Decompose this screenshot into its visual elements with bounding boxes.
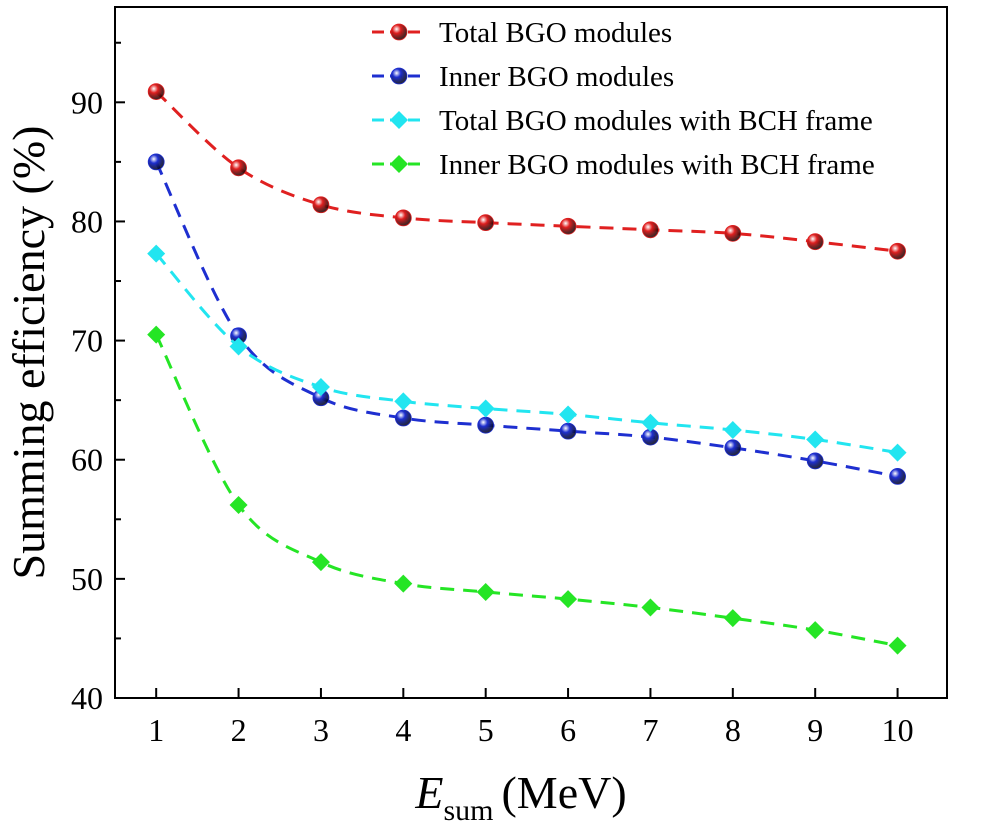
- x-axis-title-subscript: sum: [443, 794, 493, 827]
- series-line: [155, 90, 898, 253]
- y-tick-label: 50: [71, 561, 103, 597]
- x-tick-label: 7: [642, 712, 658, 748]
- data-point: [559, 405, 578, 424]
- x-axis-title: Esum (MeV): [414, 767, 626, 827]
- x-tick-label: 1: [148, 712, 164, 748]
- series-4: [147, 325, 907, 655]
- data-point: [312, 196, 330, 214]
- x-axis-title-unit: (MeV): [501, 767, 626, 818]
- data-point: [229, 495, 248, 514]
- y-tick-label: 60: [71, 442, 103, 478]
- axis-ticks: 1 2 3 4 5 6 7 8 9 10 40 50 60 70 80 90: [71, 41, 914, 748]
- data-point: [477, 416, 495, 434]
- legend-entry-3: Total BGO modules with BCH frame: [372, 105, 873, 137]
- x-tick-label: 3: [313, 712, 329, 748]
- data-point: [806, 233, 824, 251]
- x-tick-label: 6: [560, 712, 576, 748]
- y-tick-label: 90: [71, 84, 103, 120]
- series-3: [147, 244, 907, 462]
- data-point: [806, 621, 825, 640]
- data-point: [641, 598, 660, 617]
- data-point: [394, 409, 412, 427]
- data-point: [476, 582, 495, 601]
- data-point: [724, 439, 742, 457]
- x-tick-label: 9: [807, 712, 823, 748]
- data-point: [559, 422, 577, 440]
- legend-label: Total BGO modules with BCH frame: [439, 105, 873, 137]
- data-point: [806, 452, 824, 470]
- x-tick-label: 4: [395, 712, 411, 748]
- data-point: [394, 392, 413, 411]
- y-tick-label: 40: [71, 680, 103, 716]
- data-point: [642, 221, 659, 239]
- plot-frame: [114, 6, 948, 699]
- data-point: [559, 590, 578, 609]
- legend-marker: [390, 67, 408, 85]
- legend-label: Total BGO modules: [439, 17, 672, 49]
- legend-label: Inner BGO modules with BCH frame: [439, 149, 875, 181]
- y-tick-label: 70: [71, 323, 103, 359]
- data-point: [641, 413, 660, 432]
- legend-entry-1: Total BGO modules: [372, 17, 672, 49]
- x-tick-label: 2: [231, 712, 247, 748]
- data-point: [147, 244, 166, 263]
- data-point: [477, 214, 495, 232]
- data-point: [230, 159, 247, 177]
- data-point: [229, 337, 248, 356]
- x-axis-title-symbol: E: [414, 767, 443, 818]
- data-point: [888, 636, 907, 655]
- legend-entry-2: Inner BGO modules: [372, 61, 674, 93]
- x-tick-label: 8: [725, 712, 741, 748]
- series-line: [154, 333, 898, 648]
- legend-marker: [390, 23, 408, 41]
- legend-marker: [390, 155, 408, 173]
- series-1: [147, 83, 906, 260]
- x-tick-label: 5: [478, 712, 494, 748]
- data-point: [888, 443, 907, 462]
- data-point: [394, 574, 413, 593]
- data-point: [723, 420, 742, 439]
- series-layer: [147, 83, 907, 655]
- x-tick-label: 10: [882, 712, 914, 748]
- data-point: [394, 209, 412, 227]
- data-point: [724, 224, 742, 242]
- data-point: [147, 153, 165, 171]
- data-point: [311, 553, 330, 572]
- data-point: [476, 399, 495, 418]
- series-line: [154, 161, 898, 478]
- data-point: [806, 430, 825, 449]
- data-point: [723, 609, 742, 628]
- legend-marker: [390, 111, 408, 129]
- data-point: [147, 325, 166, 344]
- y-tick-label: 80: [71, 203, 103, 239]
- legend: Total BGO modules Inner BGO modules Total …: [372, 17, 875, 181]
- data-point: [889, 242, 906, 260]
- series-line: [155, 252, 898, 455]
- data-point: [559, 217, 577, 235]
- data-point: [311, 378, 330, 397]
- legend-label: Inner BGO modules: [439, 61, 674, 93]
- data-point: [147, 83, 165, 100]
- data-point: [889, 468, 906, 485]
- series-2: [147, 153, 906, 485]
- y-axis-title: Summing efficiency (%): [3, 126, 54, 580]
- legend-entry-4: Inner BGO modules with BCH frame: [372, 149, 875, 181]
